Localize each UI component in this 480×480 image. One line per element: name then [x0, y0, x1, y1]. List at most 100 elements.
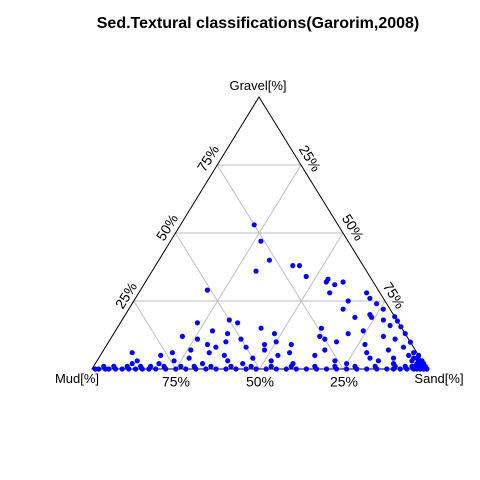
data-point — [171, 358, 177, 364]
data-point — [333, 339, 340, 345]
data-point — [213, 366, 219, 372]
data-point — [417, 361, 423, 367]
data-point — [225, 331, 231, 337]
data-point — [362, 341, 368, 348]
data-point — [253, 366, 259, 372]
data-point — [233, 366, 239, 372]
data-point — [411, 350, 417, 356]
data-point — [400, 344, 407, 350]
data-point — [204, 287, 210, 293]
data-point — [380, 317, 386, 323]
data-point — [402, 331, 408, 337]
data-point — [199, 361, 206, 367]
data-point — [225, 358, 231, 364]
data-point — [345, 298, 351, 304]
data-point — [374, 366, 380, 372]
data-point — [253, 268, 259, 274]
data-point — [223, 339, 229, 345]
data-point — [139, 366, 145, 372]
tick-gravel-2: 50% — [153, 211, 181, 243]
data-point — [392, 314, 398, 320]
data-point — [129, 350, 135, 356]
data-point — [323, 279, 329, 285]
data-point — [333, 366, 340, 372]
data-point — [385, 347, 391, 353]
ternary-grid — [133, 164, 386, 370]
tick-mud-2: 50% — [246, 374, 274, 390]
data-point — [261, 347, 268, 353]
data-point — [394, 318, 400, 324]
data-point — [397, 366, 403, 372]
data-point — [250, 355, 256, 361]
data-point — [374, 301, 380, 307]
data-point — [367, 295, 373, 301]
axis-label-sand: Sand[%] — [414, 371, 463, 386]
data-point — [303, 273, 309, 280]
data-point — [416, 352, 422, 358]
data-point — [235, 320, 241, 326]
data-point — [186, 355, 192, 361]
data-point — [387, 322, 393, 329]
data-point — [322, 336, 328, 342]
data-point — [204, 341, 211, 348]
data-point — [312, 352, 318, 358]
data-point — [406, 352, 412, 358]
tick-gravel-1: 25% — [112, 279, 140, 311]
data-point — [369, 314, 375, 320]
data-point — [268, 363, 274, 369]
data-point — [183, 366, 189, 372]
data-point — [238, 336, 244, 342]
data-point — [203, 366, 209, 372]
tick-sand-2: 50% — [339, 211, 367, 243]
data-point — [398, 324, 404, 330]
tick-sand-1: 25% — [296, 142, 324, 174]
data-point — [287, 350, 293, 356]
data-point — [327, 290, 333, 296]
data-point — [317, 333, 323, 339]
data-point — [407, 339, 413, 345]
data-point — [367, 355, 373, 361]
data-point — [209, 328, 216, 334]
chart-title: Sed.Textural classifications(Garorim,200… — [97, 15, 420, 32]
data-point — [354, 366, 360, 372]
data-point — [364, 350, 370, 356]
data-point — [178, 363, 184, 369]
tick-mud-3: 25% — [330, 374, 358, 390]
data-point — [364, 366, 370, 372]
data-point — [352, 314, 358, 320]
data-point — [288, 363, 294, 369]
data-point — [179, 333, 185, 339]
data-point — [290, 263, 296, 269]
data-point — [271, 331, 278, 337]
data-point — [223, 366, 229, 372]
data-point — [146, 366, 152, 372]
data-point — [221, 352, 227, 358]
data-point — [380, 306, 386, 312]
data-point — [332, 282, 338, 288]
data-point — [226, 317, 232, 323]
data-point — [228, 363, 234, 369]
data-point — [173, 366, 179, 372]
data-point — [268, 358, 274, 364]
grid-line-sand-2 — [259, 232, 344, 370]
data-point — [248, 363, 254, 369]
data-point — [243, 344, 249, 350]
data-point — [243, 366, 249, 372]
data-point — [133, 366, 139, 372]
data-point — [409, 363, 415, 369]
data-point — [332, 358, 338, 364]
data-point — [106, 366, 112, 372]
data-point — [380, 333, 386, 339]
data-point — [296, 263, 303, 269]
axis-label-gravel: Gravel[%] — [229, 78, 286, 93]
data-point — [345, 331, 351, 337]
data-point — [392, 336, 398, 342]
data-point — [188, 347, 194, 353]
data-point — [119, 366, 125, 372]
data-point — [293, 366, 299, 372]
data-point — [194, 336, 201, 342]
grid-line-sand-1 — [175, 164, 302, 370]
ternary-frame — [91, 96, 428, 370]
data-point — [390, 366, 397, 372]
